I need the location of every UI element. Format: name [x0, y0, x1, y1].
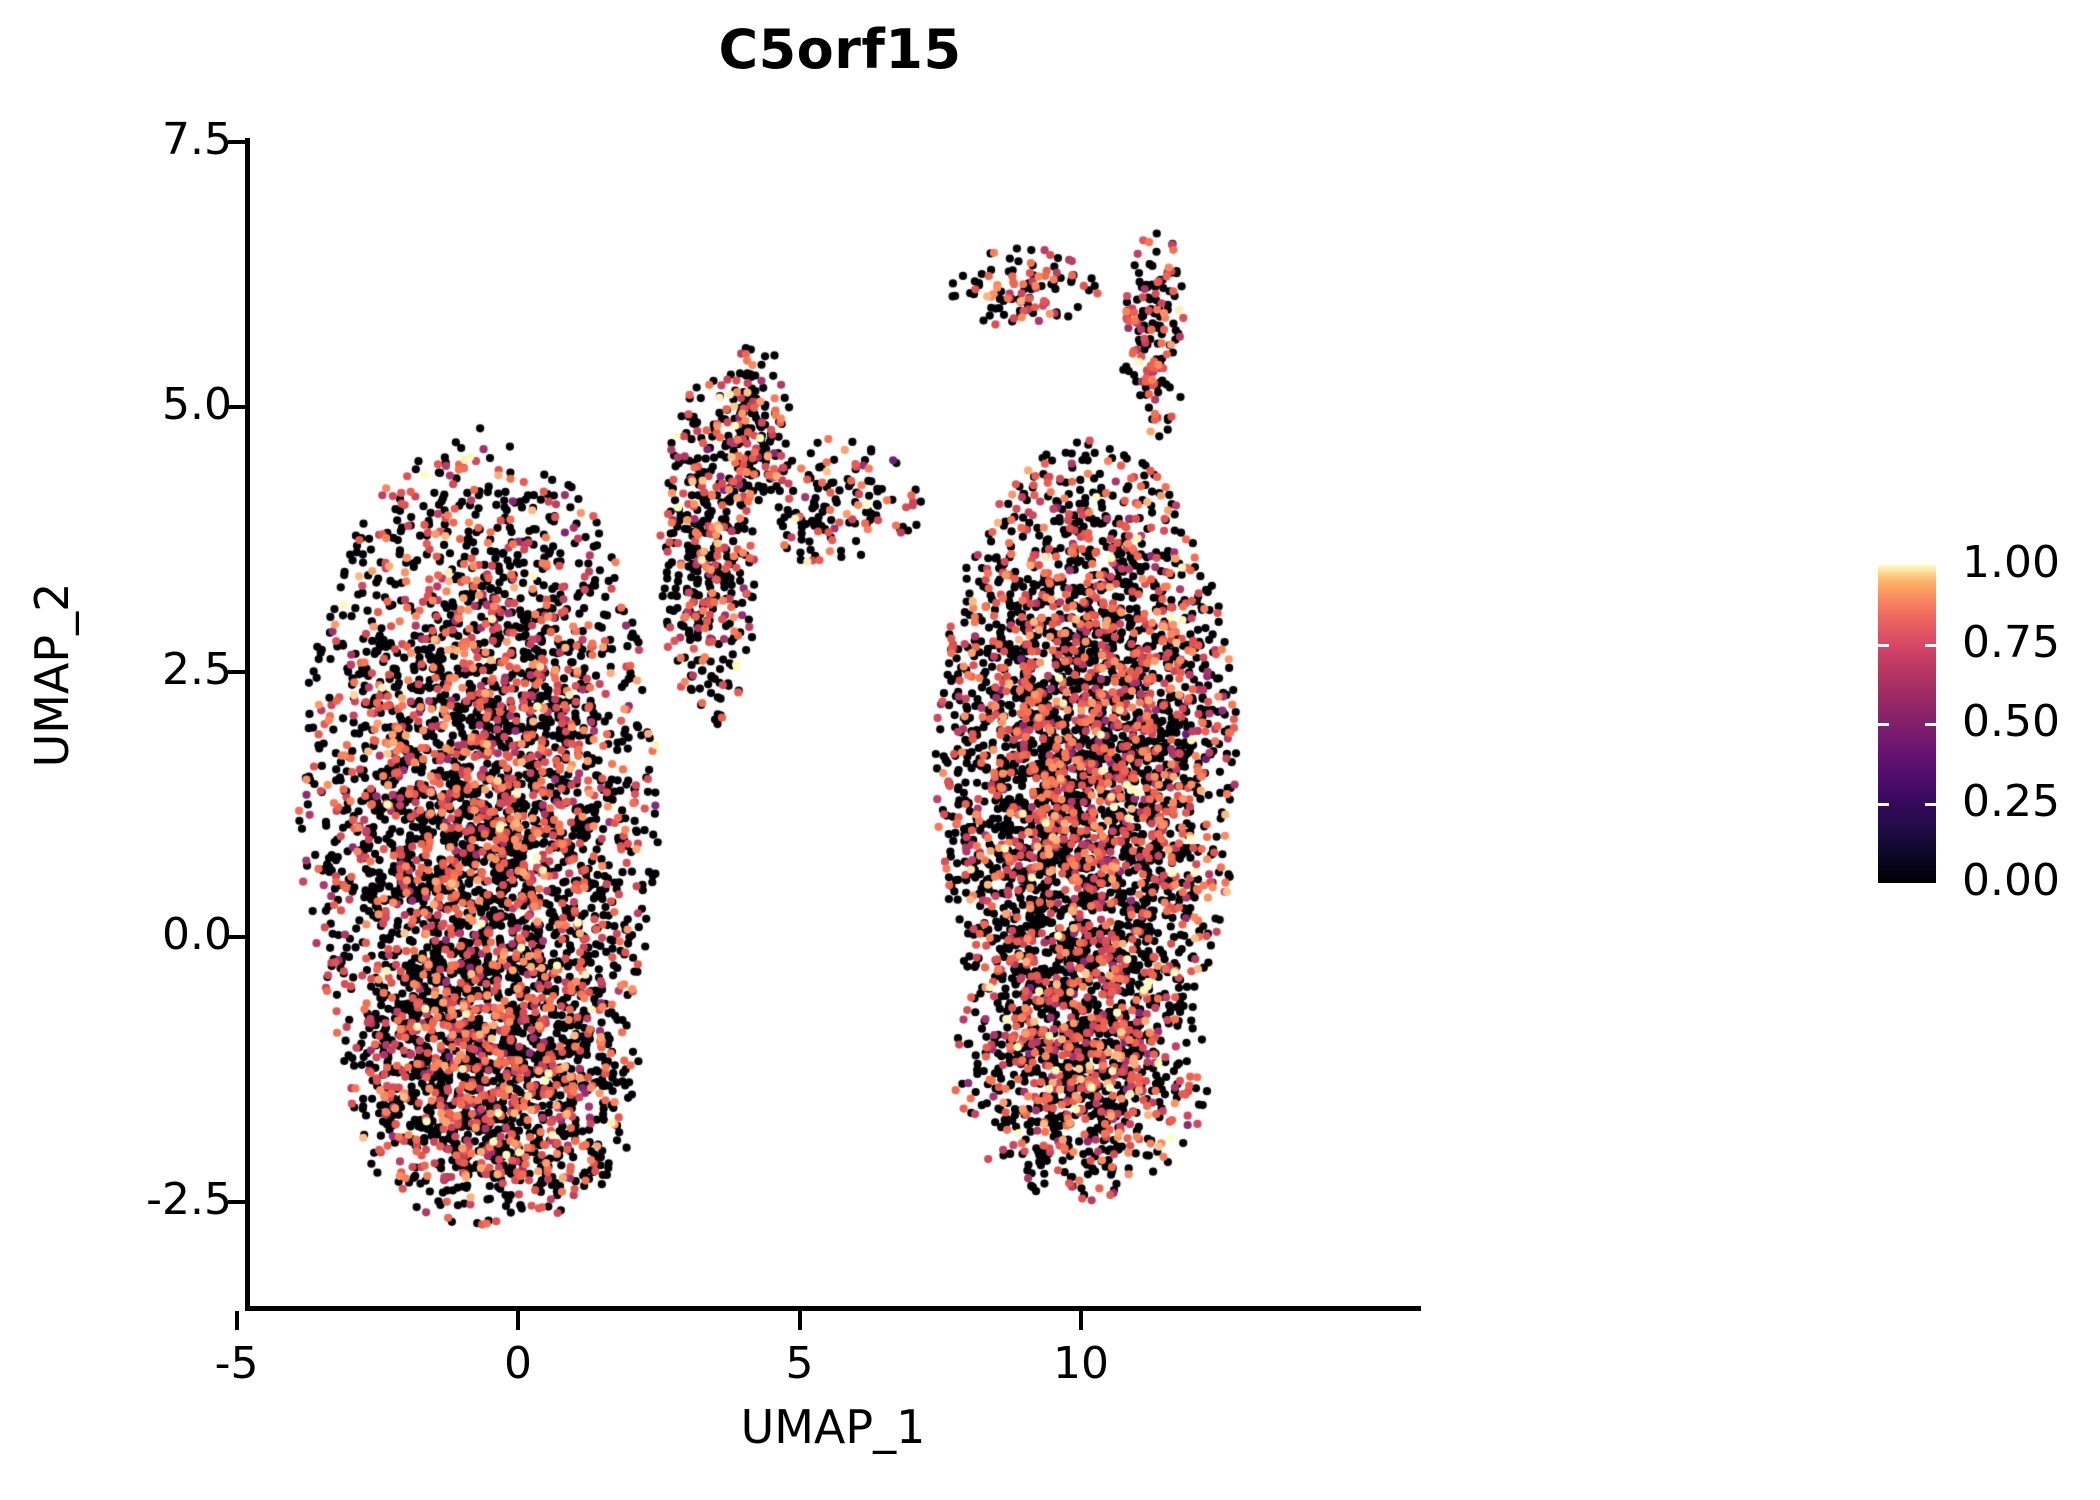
colorbar-tick-label: 0.25 [1962, 775, 2060, 827]
x-axis-tick-label: -5 [214, 1338, 259, 1389]
y-axis-tick-label: 7.5 [162, 114, 232, 165]
colorbar-tick [1878, 723, 1889, 726]
colorbar-legend: 1.00 0.75 0.50 0.25 0.00 [1878, 537, 2078, 906]
x-axis-tick [1079, 1311, 1083, 1330]
colorbar-tick-label: 0.75 [1962, 616, 2060, 668]
colorbar-tick [1925, 802, 1936, 806]
colorbar-tick-label: 0.50 [1962, 696, 2060, 747]
colorbar-tick [1878, 643, 1889, 647]
colorbar-tick-label: 0.00 [1962, 855, 2060, 906]
x-axis-tick [516, 1311, 520, 1330]
y-axis-tick-label: 2.5 [162, 644, 232, 695]
y-axis-tick-label: -2.5 [146, 1174, 232, 1225]
x-axis-tick-label: 10 [1053, 1338, 1109, 1389]
x-axis-label: UMAP_1 [740, 1400, 926, 1454]
x-axis-tick [234, 1311, 239, 1330]
x-axis-tick [797, 1311, 802, 1330]
y-axis-tick-label: 0.0 [162, 909, 232, 960]
x-axis-spine [245, 1306, 1421, 1311]
x-axis-tick-label: 5 [785, 1338, 814, 1389]
x-axis-tick-label: 0 [504, 1338, 532, 1389]
colorbar-tick [1925, 643, 1936, 647]
y-axis-tick-label: 5.0 [162, 379, 232, 430]
y-axis-spine [245, 138, 250, 1310]
colorbar-tick [1878, 802, 1889, 806]
colorbar-tick [1925, 723, 1936, 726]
colorbar-tick-label: 1.00 [1962, 537, 2060, 588]
y-axis-label: UMAP_2 [25, 582, 79, 768]
